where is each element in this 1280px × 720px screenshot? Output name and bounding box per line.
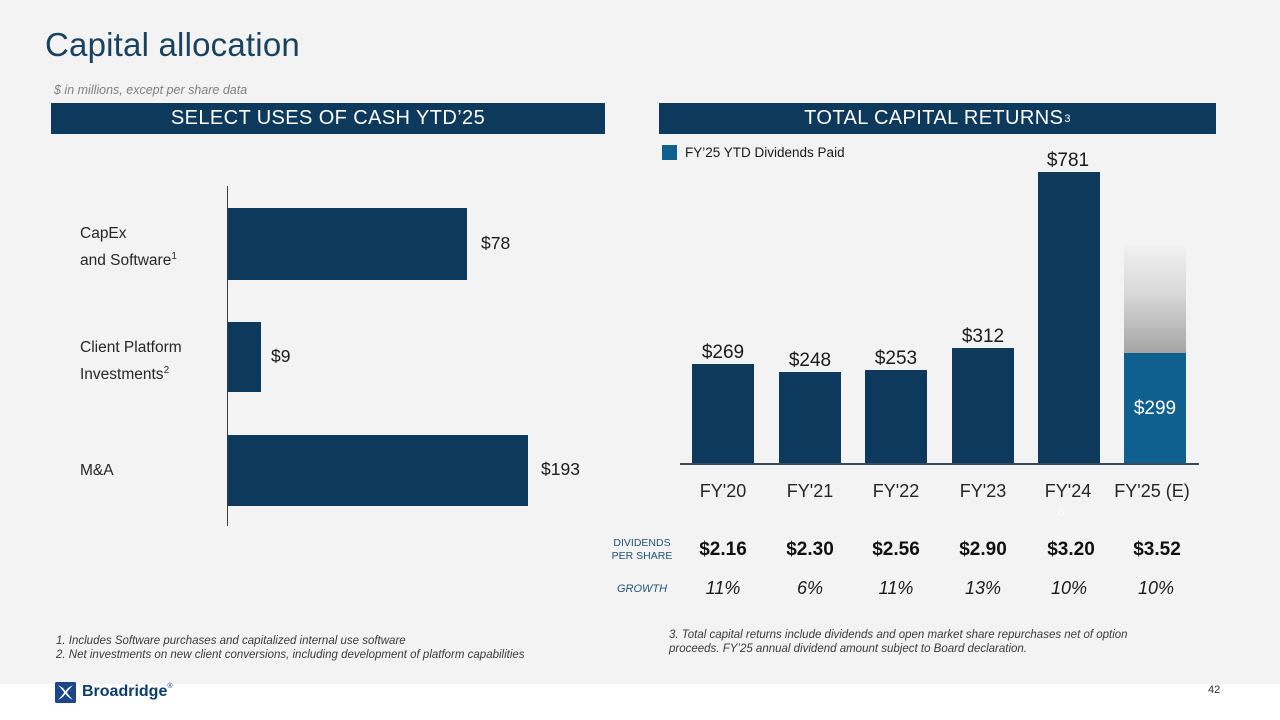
bar-fy25-estimated-gradient (1124, 246, 1186, 353)
table-row-label-growth: GROWTH (616, 583, 668, 595)
category-label-line: CapEx (80, 225, 127, 242)
xaxis-label-fy22: FY'22 (872, 481, 920, 501)
page-number: 42 (1208, 684, 1221, 696)
category-label-capex: CapEx and Software1 (80, 222, 177, 272)
xaxis-label-fy21: FY'21 (786, 481, 834, 501)
units-note: $ in millions, except per share data (54, 83, 248, 97)
dividend-cell-fy22: $2.56 (872, 539, 920, 560)
bar-fy25-dividends (1124, 353, 1186, 463)
growth-cell-fy22: 11% (878, 578, 914, 598)
dividend-cell-fy21: $2.30 (786, 539, 834, 560)
value-label-fy22: $253 (874, 348, 918, 369)
category-label-client-platform: Client Platform Investments2 (80, 336, 182, 386)
right-chart-header: TOTAL CAPITAL RETURNS 3 (659, 103, 1216, 134)
page-title: Capital allocation (45, 26, 300, 63)
bar-fy21 (779, 372, 841, 463)
hidden-footnote-marker: 6 (1057, 505, 1065, 519)
category-label-line: Investments (80, 366, 164, 384)
right-chart-header-footnote-ref: 3 (1064, 112, 1071, 125)
dividend-cell-fy20: $2.16 (699, 539, 747, 560)
growth-cell-fy23: 13% (964, 578, 1002, 598)
xaxis-label-fy24: FY'24 (1044, 481, 1092, 501)
value-label-fy24: $781 (1046, 150, 1090, 171)
dividend-cell-fy25: $3.52 (1133, 539, 1181, 560)
xaxis-label-fy25: FY'25 (E) (1114, 481, 1190, 501)
category-label-line: and Software (80, 252, 172, 270)
footnote-3-line1: 3. Total capital returns include dividen… (669, 629, 1128, 641)
row-label-line: PER SHARE (611, 549, 673, 562)
growth-cell-fy24: 10% (1050, 578, 1088, 598)
footnote-ref: 2 (163, 365, 170, 376)
table-row-label-dividends: DIVIDENDS PER SHARE (599, 537, 685, 562)
value-label-fy25: $299 (1133, 398, 1177, 419)
dividend-cell-fy23: $2.90 (959, 539, 1007, 560)
right-chart-baseline (680, 463, 1199, 465)
footnote-2: 2. Net investments on new client convers… (56, 648, 525, 661)
bar-fy24 (1038, 172, 1100, 463)
value-label-fy21: $248 (788, 350, 832, 371)
value-label-fy20: $269 (701, 342, 745, 363)
footnotes-left: 1. Includes Software purchases and capit… (56, 635, 525, 662)
xaxis-label-fy23: FY'23 (959, 481, 1007, 501)
growth-cell-fy25: 10% (1137, 578, 1175, 598)
broadridge-logo-icon (55, 682, 76, 708)
growth-cell-fy21: 6% (796, 578, 824, 598)
footnotes-right: 3. Total capital returns include dividen… (669, 629, 1128, 656)
right-chart-header-label: TOTAL CAPITAL RETURNS (804, 107, 1064, 129)
footnote-3-line2: proceeds. FY’25 annual dividend amount s… (669, 642, 1028, 655)
bar-fy20 (692, 364, 754, 463)
value-label-ma: $193 (541, 459, 580, 479)
left-chart-axis (227, 186, 228, 526)
category-label-ma: M&A (80, 459, 114, 482)
registered-mark: ® (167, 683, 173, 690)
value-label-fy23: $312 (961, 326, 1005, 347)
footnote-ref: 1 (171, 251, 177, 262)
value-label-client-platform: $9 (271, 346, 291, 366)
left-chart-header: SELECT USES OF CASH YTD’25 (51, 103, 605, 134)
bar-fy22 (865, 370, 927, 463)
dividend-cell-fy24: $3.20 (1047, 539, 1095, 560)
value-label-capex: $78 (481, 233, 511, 253)
row-label-line: DIVIDENDS (613, 537, 671, 549)
xaxis-label-fy20: FY'20 (699, 481, 747, 501)
category-label-line: M&A (80, 462, 114, 479)
footnote-1: 1. Includes Software purchases and capit… (56, 635, 406, 647)
bar-ma (228, 435, 528, 506)
bar-fy23 (952, 348, 1014, 463)
legend-label: FY’25 YTD Dividends Paid (685, 145, 845, 160)
bar-capex (228, 208, 467, 280)
left-chart-header-label: SELECT USES OF CASH YTD’25 (170, 107, 486, 129)
broadridge-wordmark: Broadridge (82, 683, 168, 700)
category-label-line: Client Platform (80, 339, 182, 356)
bar-client-platform (228, 322, 261, 392)
footer-band (0, 684, 1280, 720)
growth-cell-fy20: 11% (705, 578, 741, 598)
legend-swatch-icon (662, 145, 677, 160)
broadridge-logo: Broadridge ® (55, 682, 173, 708)
